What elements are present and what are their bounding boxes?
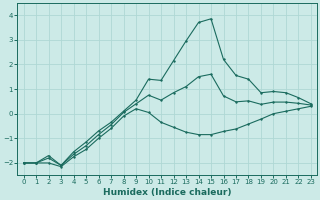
X-axis label: Humidex (Indice chaleur): Humidex (Indice chaleur): [103, 188, 232, 197]
